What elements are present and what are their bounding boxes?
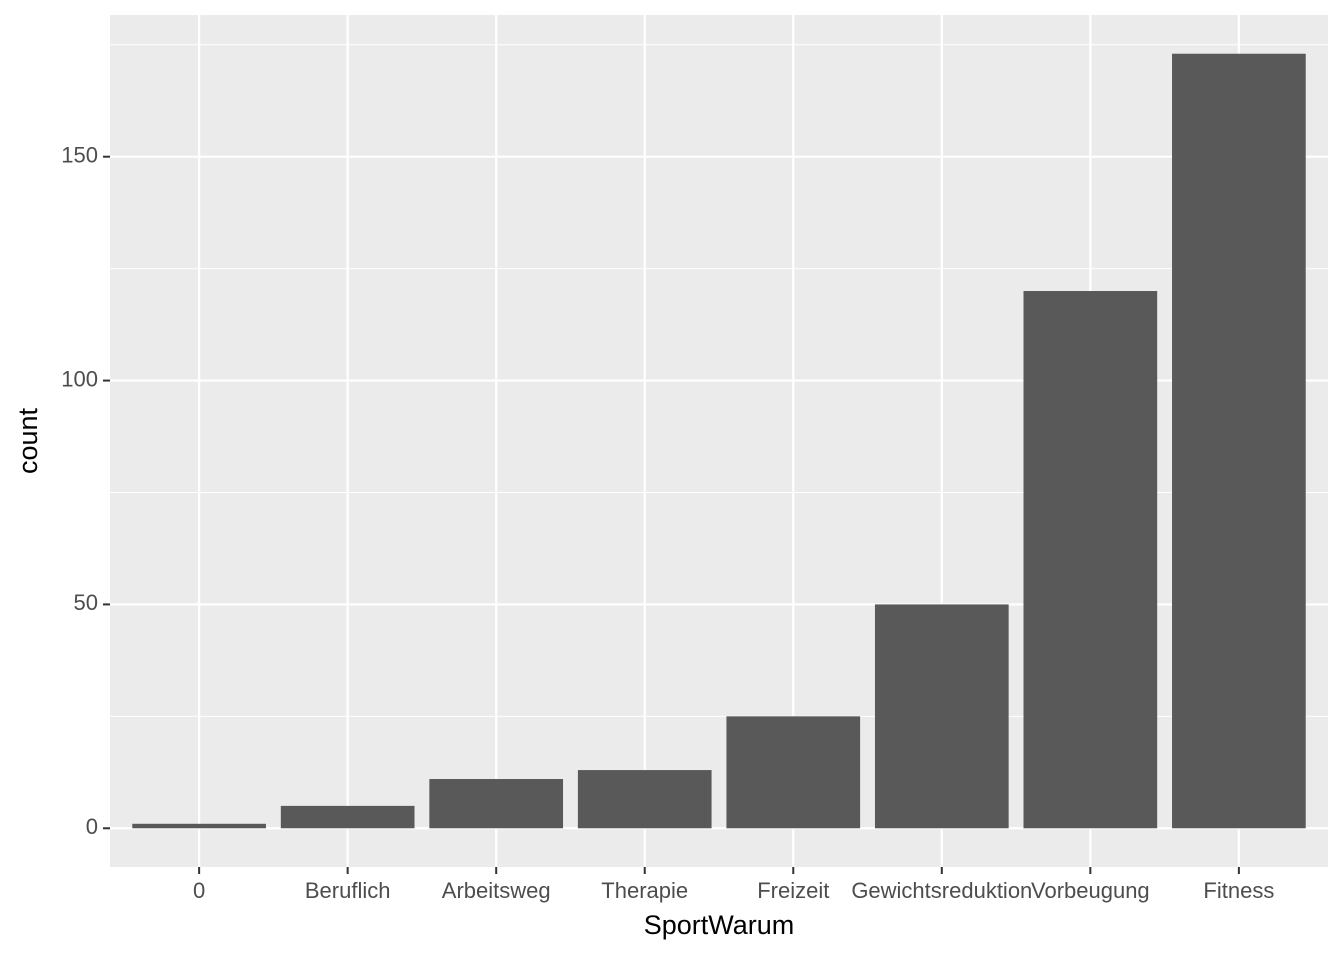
x-tick-label: Fitness bbox=[1203, 878, 1274, 903]
y-tick-label: 0 bbox=[86, 814, 98, 839]
y-axis-title: count bbox=[13, 407, 43, 474]
y-tick-label: 100 bbox=[61, 366, 98, 391]
bar bbox=[874, 604, 1009, 829]
bar bbox=[429, 779, 564, 829]
y-tick-label: 150 bbox=[61, 143, 98, 168]
x-tick-label: 0 bbox=[193, 878, 205, 903]
bar bbox=[280, 805, 415, 829]
bar bbox=[1172, 53, 1306, 829]
x-axis-title: SportWarum bbox=[644, 910, 795, 940]
x-tick-label: Gewichtsreduktion bbox=[851, 878, 1032, 903]
bar bbox=[577, 770, 712, 829]
x-tick-label: Arbeitsweg bbox=[442, 878, 551, 903]
x-tick-label: Freizeit bbox=[757, 878, 829, 903]
bar bbox=[726, 716, 861, 829]
y-tick-label: 50 bbox=[74, 590, 98, 615]
x-tick-label: Beruflich bbox=[305, 878, 391, 903]
x-tick-label: Therapie bbox=[601, 878, 688, 903]
bar bbox=[1023, 291, 1158, 829]
bar bbox=[132, 823, 266, 829]
x-tick-label: Vorbeugung bbox=[1031, 878, 1150, 903]
